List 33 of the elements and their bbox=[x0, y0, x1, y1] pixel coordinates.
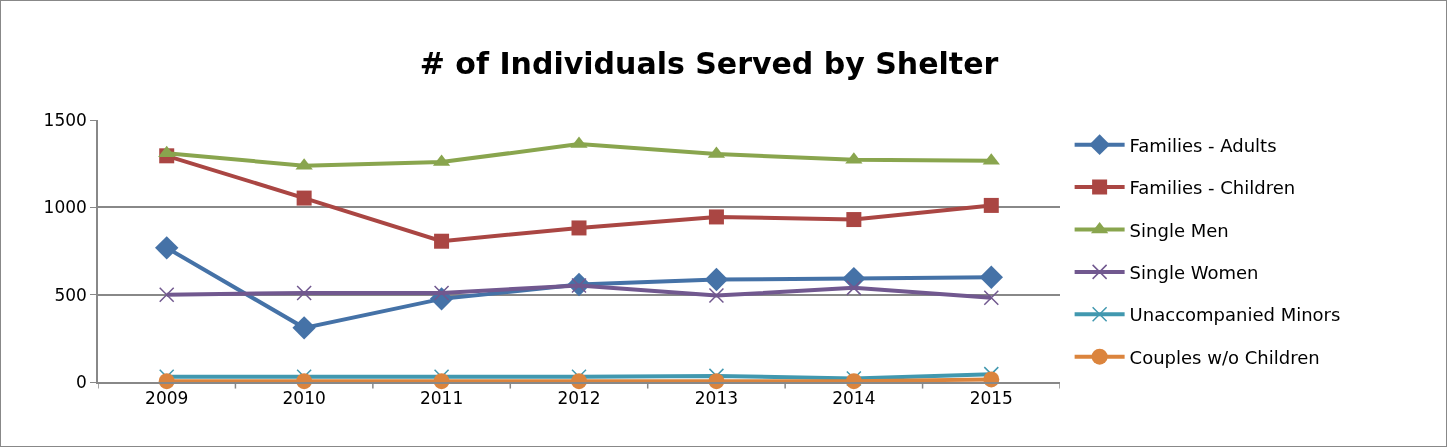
x-tick-label: 2011 bbox=[419, 388, 464, 409]
x-tick-label: 2012 bbox=[557, 388, 601, 409]
point bbox=[155, 236, 179, 260]
x-tick-label: 2013 bbox=[694, 388, 739, 409]
chart-title: # of Individuals Served by Shelter bbox=[419, 45, 999, 81]
point bbox=[296, 285, 312, 301]
point bbox=[983, 197, 999, 213]
legend-label: Families - Adults bbox=[1129, 134, 1277, 156]
legend-label: Families - Children bbox=[1129, 177, 1296, 199]
legend-label: Single Men bbox=[1129, 219, 1229, 241]
y-tick-label: 1500 bbox=[43, 109, 87, 130]
point bbox=[704, 267, 729, 292]
y-tick-label: 500 bbox=[54, 284, 87, 305]
point bbox=[708, 209, 724, 225]
point bbox=[983, 290, 1000, 306]
x-tick-label: 2015 bbox=[969, 388, 1013, 409]
y-tick-label: 1000 bbox=[43, 197, 87, 218]
legend-label: Couples w/o Children bbox=[1129, 346, 1320, 368]
point bbox=[571, 220, 587, 236]
point bbox=[979, 265, 1003, 289]
x-tick-label: 2014 bbox=[832, 388, 876, 409]
point bbox=[846, 212, 862, 228]
point bbox=[292, 316, 316, 340]
y-tick-label: 0 bbox=[76, 371, 87, 392]
x-tick-label: 2010 bbox=[282, 388, 326, 409]
legend-label: Unaccompanied Minors bbox=[1129, 304, 1341, 326]
x-tick-label: 2009 bbox=[145, 388, 189, 409]
point bbox=[846, 280, 862, 296]
point bbox=[158, 287, 175, 303]
legend-label: Single Women bbox=[1129, 261, 1259, 283]
point bbox=[434, 233, 450, 249]
point bbox=[296, 190, 312, 206]
point bbox=[708, 287, 725, 304]
